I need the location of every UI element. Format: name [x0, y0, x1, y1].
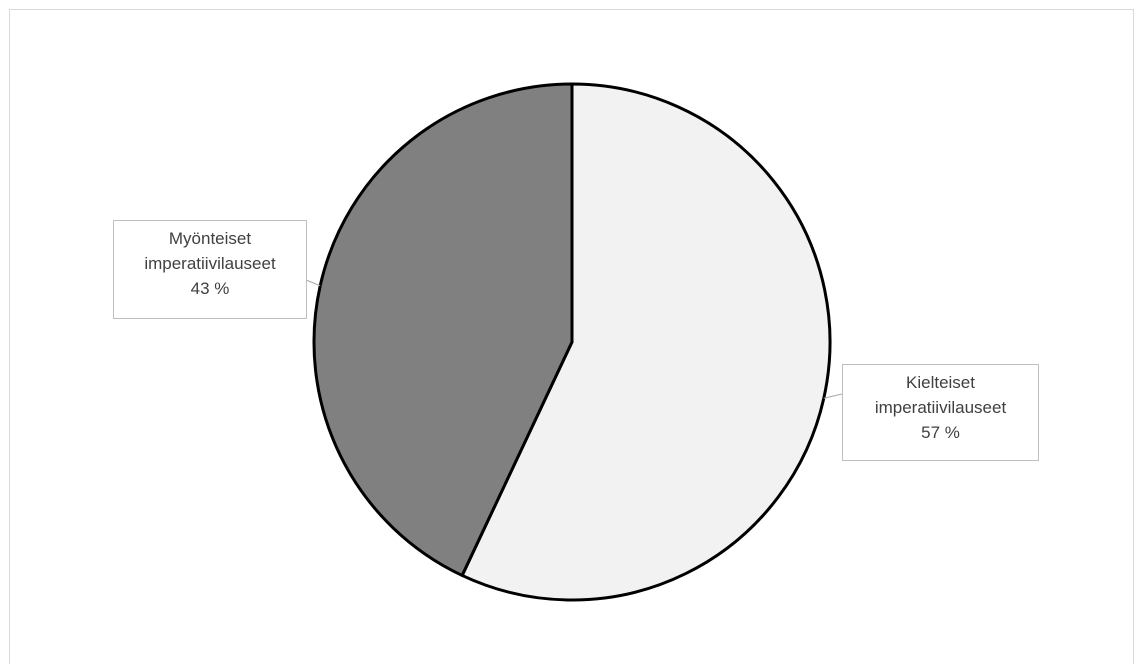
data-label-kielteiset: Kielteiset imperatiivilauseet 57 %: [842, 364, 1039, 461]
data-label-myonteiset-percent: 43 %: [190, 279, 230, 298]
pie-slice-myonteiset-leader-line: [305, 279, 321, 287]
data-label-kielteiset-line2: imperatiivilauseet: [874, 398, 1007, 417]
pie-slice-myonteiset: [312, 82, 574, 577]
data-label-kielteiset-line1: Kielteiset: [906, 373, 975, 392]
data-label-myonteiset: Myönteiset imperatiivilauseet 43 %: [113, 220, 307, 319]
data-label-myonteiset-line1: Myönteiset: [168, 229, 252, 248]
data-label-kielteiset-percent: 57 %: [921, 423, 960, 442]
data-label-myonteiset-line2: imperatiivilauseet: [144, 254, 276, 273]
pie-slice-kielteiset-leader-line: [823, 393, 843, 399]
